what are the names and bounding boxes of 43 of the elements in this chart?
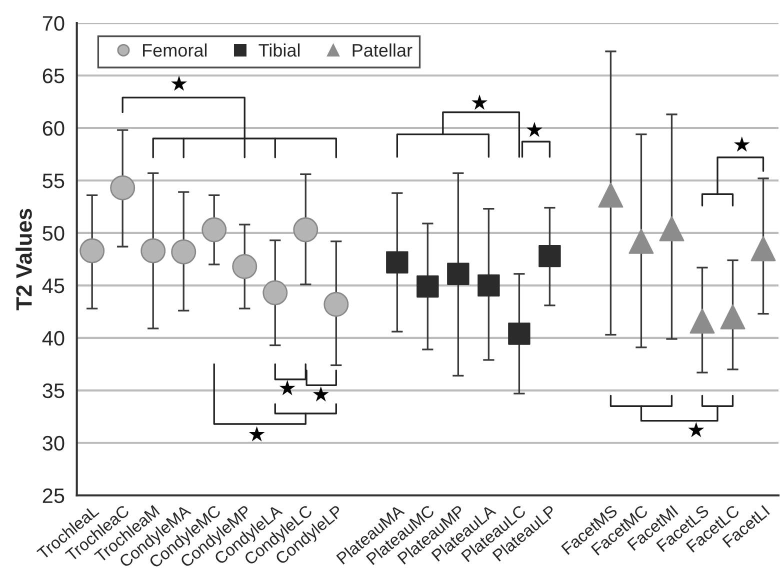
- annotation: ★: [312, 386, 329, 402]
- point: [262, 280, 288, 306]
- y-tick-label: 50: [42, 226, 64, 241]
- point: [171, 239, 196, 264]
- point: [720, 304, 746, 330]
- annotation: ★: [688, 422, 704, 438]
- point: [324, 292, 349, 317]
- y-tick-label: 30: [42, 436, 64, 451]
- point: [386, 251, 408, 274]
- y-tick-label: 35: [42, 383, 64, 398]
- y-tick-label: 55: [42, 174, 64, 188]
- point: [140, 238, 166, 264]
- point: [538, 244, 561, 268]
- point: [508, 322, 530, 345]
- point: [478, 274, 500, 297]
- legend-label: Patellar: [352, 43, 412, 57]
- point: [202, 217, 227, 242]
- y-tick-label: 45: [42, 278, 64, 294]
- point: [293, 217, 318, 242]
- annotation: ★: [279, 380, 296, 396]
- annotation: ★: [472, 94, 488, 110]
- point: [598, 182, 624, 208]
- legend-label: Femoral: [143, 43, 207, 57]
- y-tick-label: 70: [42, 16, 64, 31]
- annotation: ★: [248, 426, 265, 442]
- point: [416, 275, 439, 298]
- point: [80, 238, 105, 264]
- annotation: ★: [734, 136, 750, 152]
- point: [690, 308, 715, 334]
- y-tick-label: 25: [42, 488, 64, 504]
- point: [232, 254, 258, 280]
- y-tick-label: 60: [42, 121, 64, 136]
- y-tick-label: 40: [42, 330, 64, 346]
- annotation: ★: [526, 122, 542, 137]
- legend-label: Tibial: [258, 43, 300, 57]
- point: [750, 236, 776, 262]
- point: [659, 216, 684, 242]
- annotation: ★: [171, 76, 188, 91]
- y-tick-label: 65: [42, 68, 64, 84]
- y-axis-title: T2 Values: [16, 208, 32, 310]
- point: [628, 228, 654, 254]
- point: [447, 262, 470, 286]
- point: [110, 175, 136, 200]
